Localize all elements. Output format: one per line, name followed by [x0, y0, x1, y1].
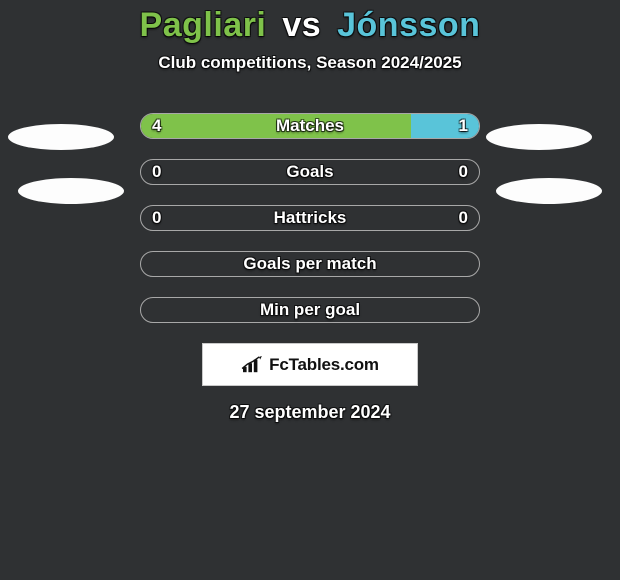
player1-name: Pagliari [140, 6, 267, 44]
title-vs: vs [282, 6, 321, 44]
stat-label: Goals per match [140, 251, 480, 277]
stat-row: 00Goals [140, 159, 480, 185]
page-title: Pagliari vs Jónsson [0, 6, 620, 45]
subtitle: Club competitions, Season 2024/2025 [0, 53, 620, 73]
date-label: 27 september 2024 [0, 402, 620, 423]
stat-row: Min per goal [140, 297, 480, 323]
bar-chart-icon [241, 356, 263, 374]
stat-label: Min per goal [140, 297, 480, 323]
stat-label: Hattricks [140, 205, 480, 231]
stat-label: Goals [140, 159, 480, 185]
source-badge-text: FcTables.com [269, 355, 379, 375]
stat-row: 00Hattricks [140, 205, 480, 231]
source-badge[interactable]: FcTables.com [202, 343, 418, 386]
stat-row: Goals per match [140, 251, 480, 277]
stat-rows: 41Matches 00Goals 00Hattricks Goals per mat… [0, 113, 620, 323]
stat-row: 41Matches [140, 113, 480, 139]
player2-name: Jónsson [337, 6, 480, 44]
stat-label: Matches [140, 113, 480, 139]
stats-card: Pagliari vs Jónsson Club competitions, S… [0, 0, 620, 580]
